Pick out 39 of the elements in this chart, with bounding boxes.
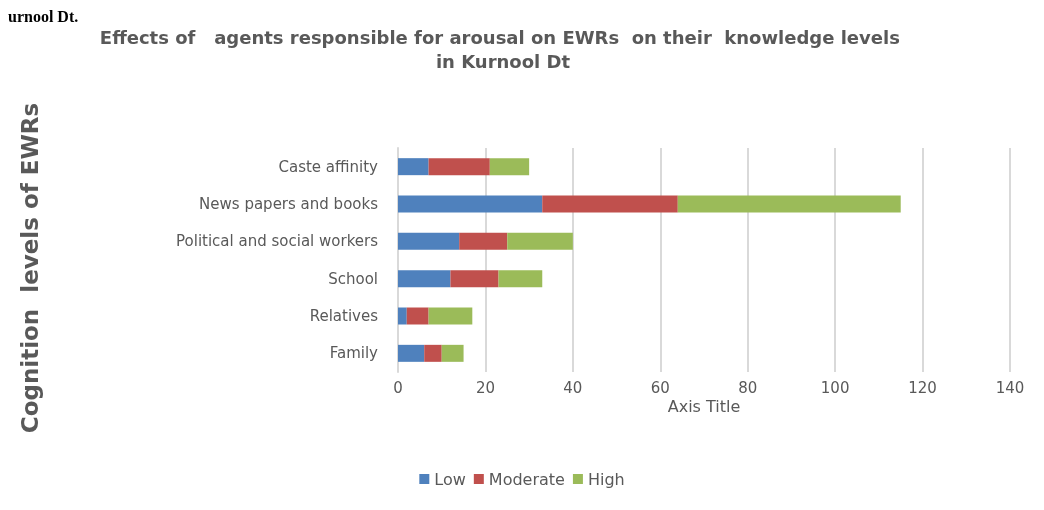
bar: [542, 195, 678, 213]
x-tick-label: 120: [908, 378, 937, 397]
y-tick-label: School: [328, 269, 378, 288]
bar: [677, 195, 901, 213]
bar: [398, 307, 407, 325]
x-axis-title: Axis Title: [667, 396, 741, 416]
bar: [398, 195, 543, 213]
x-tick-label: 60: [650, 378, 670, 397]
x-tick-label: 40: [563, 378, 583, 397]
bar: [507, 232, 573, 250]
y-tick-label: Caste affinity: [278, 157, 379, 176]
legend-label: Moderate: [488, 469, 565, 489]
bar: [424, 344, 442, 362]
bar: [398, 158, 429, 176]
bar: [498, 270, 543, 288]
bar: [441, 344, 464, 362]
bar: [428, 158, 490, 176]
x-tick-label: 140: [995, 378, 1025, 397]
chart-title: Effects of agents responsible for arousal on EWRs on their knowledge levels in Kurnool Dt: [99, 26, 907, 72]
bar: [398, 270, 451, 288]
y-tick-label: News papers and books: [199, 195, 379, 213]
text: urnool Dt.: [8, 7, 79, 25]
y-tick-label: Relatives: [309, 307, 379, 325]
legend-label: High: [587, 469, 625, 489]
bar: [428, 307, 473, 325]
bar: [459, 232, 508, 250]
bar: [406, 307, 429, 325]
bar: [398, 232, 460, 250]
x-tick-label: 100: [820, 378, 850, 397]
bar: [489, 158, 530, 176]
text: Cognition levels of EWRs: [17, 102, 43, 434]
x-tick-label: 20: [475, 378, 495, 397]
bar: [450, 270, 499, 288]
x-tick-label: 80: [738, 378, 758, 397]
bar: [398, 344, 425, 362]
legend-label: Low: [434, 469, 466, 489]
y-tick-label: Family: [329, 344, 379, 363]
x-tick-label: 0: [393, 378, 403, 397]
y-tick-label: Political and social workers: [176, 232, 379, 251]
